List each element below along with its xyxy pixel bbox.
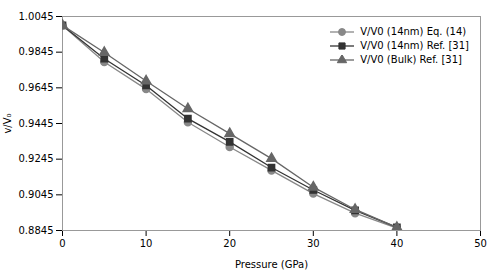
svg-text:0.8845: 0.8845 (19, 225, 54, 236)
svg-text:0: 0 (59, 238, 65, 249)
svg-text:0.9045: 0.9045 (19, 189, 54, 200)
html-text:V/V0 (Bulk) Ref. [31]: V/V0 (Bulk) Ref. [31] (360, 54, 462, 65)
svg-text:50: 50 (474, 238, 487, 249)
svg-text:30: 30 (307, 238, 320, 249)
svg-text:20: 20 (223, 238, 236, 249)
svg-text:1.0045: 1.0045 (19, 11, 54, 22)
html-text:V/V0 (14nm) Ref. [31]: V/V0 (14nm) Ref. [31] (360, 40, 469, 51)
svg-text:0.9845: 0.9845 (19, 46, 54, 57)
svg-text:10: 10 (140, 238, 153, 249)
svg-text:0.9645: 0.9645 (19, 82, 54, 93)
svg-text:Pressure (GPa): Pressure (GPa) (235, 259, 308, 270)
svg-text:0.9245: 0.9245 (19, 153, 54, 164)
svg-text:0.9445: 0.9445 (19, 118, 54, 129)
svg-text:v/V₀: v/V₀ (2, 113, 13, 133)
svg-text:40: 40 (391, 238, 404, 249)
html-text:V/V0 (14nm) Eq. (14): V/V0 (14nm) Eq. (14) (360, 26, 467, 37)
